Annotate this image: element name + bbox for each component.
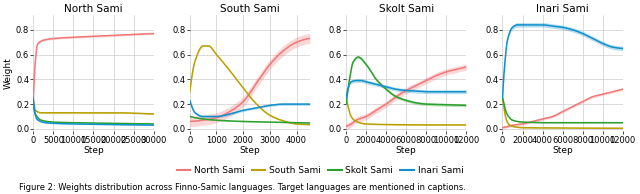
Y-axis label: Weight: Weight: [4, 57, 13, 89]
X-axis label: Step: Step: [552, 146, 573, 155]
Legend: North Sami, South Sami, Skolt Sami, Inari Sami: North Sami, South Sami, Skolt Sami, Inar…: [173, 163, 467, 179]
Title: Skolt Sami: Skolt Sami: [379, 4, 434, 14]
Title: North Sami: North Sami: [64, 4, 123, 14]
Text: Figure 2: Weights distribution across Finno-Samic languages. Target languages ar: Figure 2: Weights distribution across Fi…: [19, 183, 466, 192]
X-axis label: Step: Step: [83, 146, 104, 155]
Title: Inari Sami: Inari Sami: [536, 4, 589, 14]
X-axis label: Step: Step: [239, 146, 260, 155]
Title: South Sami: South Sami: [220, 4, 280, 14]
X-axis label: Step: Step: [396, 146, 417, 155]
